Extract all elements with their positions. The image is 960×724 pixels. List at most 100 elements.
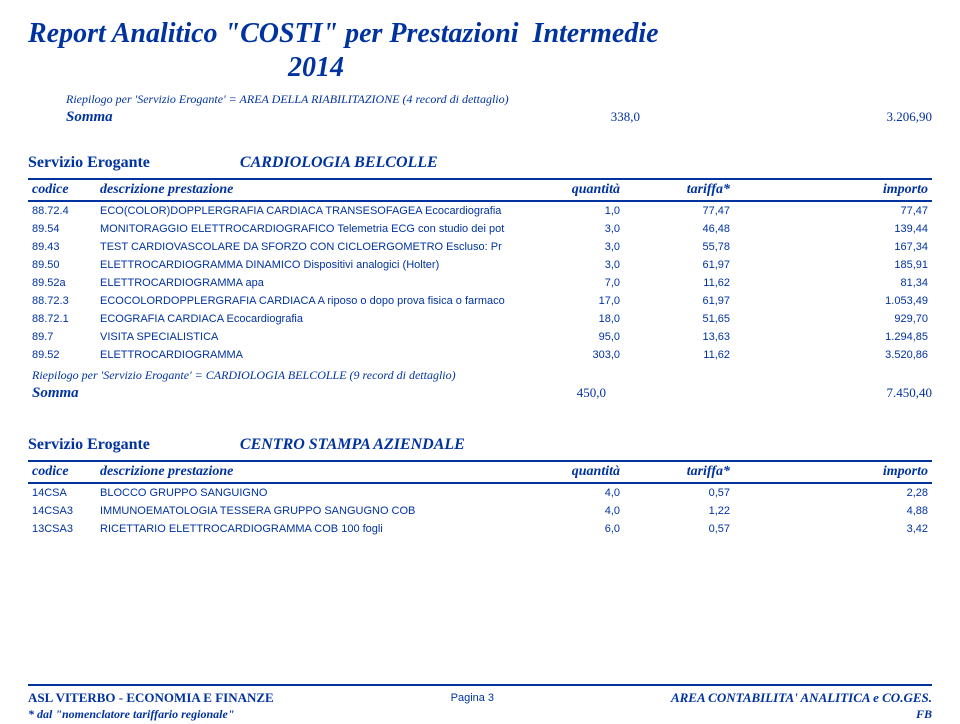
cell-imp: 81,34 (730, 277, 932, 289)
somma-label: Somma (66, 109, 554, 126)
table-row: 89.52aELETTROCARDIOGRAMMA apa7,011,6281,… (28, 274, 932, 292)
cell-tar: 61,97 (620, 295, 730, 307)
cell-tar: 55,78 (620, 241, 730, 253)
table-row: 88.72.4ECO(COLOR)DOPPLERGRAFIA CARDIACA … (28, 202, 932, 220)
service-header-2: Servizio Erogante CENTRO STAMPA AZIENDAL… (28, 436, 932, 454)
somma-label: Somma (32, 385, 520, 402)
cell-qty: 6,0 (520, 523, 620, 535)
somma-imp: 7.450,40 (814, 385, 932, 402)
title-year: 2014 (288, 52, 344, 84)
cell-imp: 185,91 (730, 259, 932, 271)
page-footer: ASL VITERBO - ECONOMIA E FINANZE Pagina … (28, 684, 932, 706)
footer-left: ASL VITERBO - ECONOMIA E FINANZE (28, 690, 274, 706)
cell-imp: 2,28 (730, 487, 932, 499)
cell-desc: MONITORAGGIO ELETTROCARDIOGRAFICO Teleme… (100, 223, 520, 235)
cell-code: 89.52 (28, 349, 100, 361)
cell-qty: 95,0 (520, 331, 620, 343)
col-tar: tariffa* (620, 464, 730, 480)
service-name-2: CENTRO STAMPA AZIENDALE (240, 436, 465, 454)
col-code: codice (28, 182, 100, 198)
cell-tar: 77,47 (620, 205, 730, 217)
col-desc: descrizione prestazione (100, 182, 520, 198)
table-row: 89.54MONITORAGGIO ELETTROCARDIOGRAFICO T… (28, 220, 932, 238)
cell-imp: 139,44 (730, 223, 932, 235)
cell-imp: 3,42 (730, 523, 932, 535)
table-row: 89.7VISITA SPECIALISTICA95,013,631.294,8… (28, 328, 932, 346)
footer-note-left: * dal "nomenclatore tariffario regionale… (28, 707, 234, 722)
table-body-1: 88.72.4ECO(COLOR)DOPPLERGRAFIA CARDIACA … (28, 202, 932, 364)
top-somma-row: Somma 338,0 3.206,90 (66, 109, 932, 126)
col-qty: quantità (520, 182, 620, 198)
col-qty: quantità (520, 464, 620, 480)
somma-imp: 3.206,90 (814, 109, 932, 126)
somma-qty: 450,0 (520, 385, 606, 402)
col-imp: importo (730, 464, 932, 480)
col-code: codice (28, 464, 100, 480)
cell-qty: 4,0 (520, 487, 620, 499)
cell-qty: 18,0 (520, 313, 620, 325)
footer-note-right: FB (916, 707, 932, 722)
table-row: 14CSA3IMMUNOEMATOLOGIA TESSERA GRUPPO SA… (28, 502, 932, 520)
cell-tar: 11,62 (620, 277, 730, 289)
cell-desc: ELETTROCARDIOGRAMMA apa (100, 277, 520, 289)
cell-qty: 3,0 (520, 259, 620, 271)
column-header: codice descrizione prestazione quantità … (28, 178, 932, 202)
cell-desc: ECOCOLORDOPPLERGRAFIA CARDIACA A riposo … (100, 295, 520, 307)
cell-desc: ELETTROCARDIOGRAMMA (100, 349, 520, 361)
service-label: Servizio Erogante (28, 154, 150, 172)
table-row: 88.72.1ECOGRAFIA CARDIACA Ecocardiografi… (28, 310, 932, 328)
cell-qty: 7,0 (520, 277, 620, 289)
cell-imp: 929,70 (730, 313, 932, 325)
cell-code: 89.7 (28, 331, 100, 343)
cell-tar: 11,62 (620, 349, 730, 361)
cell-desc: VISITA SPECIALISTICA (100, 331, 520, 343)
cell-tar: 0,57 (620, 523, 730, 535)
cell-code: 88.72.1 (28, 313, 100, 325)
table-body-2: 14CSABLOCCO GRUPPO SANGUIGNO4,00,572,281… (28, 484, 932, 538)
footer-note: * dal "nomenclatore tariffario regionale… (28, 707, 932, 722)
cell-tar: 51,65 (620, 313, 730, 325)
cell-qty: 303,0 (520, 349, 620, 361)
cell-imp: 1.294,85 (730, 331, 932, 343)
section1-somma-row: Somma 450,0 7.450,40 (32, 385, 932, 402)
cell-tar: 61,97 (620, 259, 730, 271)
cell-qty: 3,0 (520, 223, 620, 235)
cell-tar: 0,57 (620, 487, 730, 499)
page-title: Report Analitico "COSTI" per Prestazioni… (28, 18, 932, 50)
service-header-1: Servizio Erogante CARDIOLOGIA BELCOLLE (28, 154, 932, 172)
cell-code: 13CSA3 (28, 523, 100, 535)
cell-desc: RICETTARIO ELETTROCARDIOGRAMMA COB 100 f… (100, 523, 520, 535)
top-riepilogo: Riepilogo per 'Servizio Erogante' = AREA… (66, 92, 932, 107)
col-tar: tariffa* (620, 182, 730, 198)
cell-desc: BLOCCO GRUPPO SANGUIGNO (100, 487, 520, 499)
cell-qty: 1,0 (520, 205, 620, 217)
cell-code: 88.72.3 (28, 295, 100, 307)
footer-center: Pagina 3 (451, 692, 494, 704)
col-desc: descrizione prestazione (100, 464, 520, 480)
cell-code: 89.54 (28, 223, 100, 235)
title-left: Report Analitico "COSTI" per Prestazioni (28, 18, 519, 50)
table-row: 89.50ELETTROCARDIOGRAMMA DINAMICO Dispos… (28, 256, 932, 274)
cell-code: 14CSA (28, 487, 100, 499)
cell-imp: 3.520,86 (730, 349, 932, 361)
table-row: 13CSA3RICETTARIO ELETTROCARDIOGRAMMA COB… (28, 520, 932, 538)
cell-desc: TEST CARDIOVASCOLARE DA SFORZO CON CICLO… (100, 241, 520, 253)
cell-imp: 167,34 (730, 241, 932, 253)
cell-code: 89.52a (28, 277, 100, 289)
cell-desc: ELETTROCARDIOGRAMMA DINAMICO Dispositivi… (100, 259, 520, 271)
cell-code: 89.50 (28, 259, 100, 271)
cell-imp: 1.053,49 (730, 295, 932, 307)
cell-desc: ECOGRAFIA CARDIACA Ecocardiografia (100, 313, 520, 325)
title-right: Intermedie (533, 18, 659, 50)
cell-code: 14CSA3 (28, 505, 100, 517)
cell-tar: 1,22 (620, 505, 730, 517)
table-row: 89.43TEST CARDIOVASCOLARE DA SFORZO CON … (28, 238, 932, 256)
cell-tar: 13,63 (620, 331, 730, 343)
cell-desc: ECO(COLOR)DOPPLERGRAFIA CARDIACA TRANSES… (100, 205, 520, 217)
somma-qty: 338,0 (554, 109, 640, 126)
table-row: 88.72.3ECOCOLORDOPPLERGRAFIA CARDIACA A … (28, 292, 932, 310)
cell-qty: 4,0 (520, 505, 620, 517)
footer-right: AREA CONTABILITA' ANALITICA e CO.GES. (671, 690, 932, 706)
cell-imp: 4,88 (730, 505, 932, 517)
section1-riepilogo: Riepilogo per 'Servizio Erogante' = CARD… (32, 368, 932, 383)
